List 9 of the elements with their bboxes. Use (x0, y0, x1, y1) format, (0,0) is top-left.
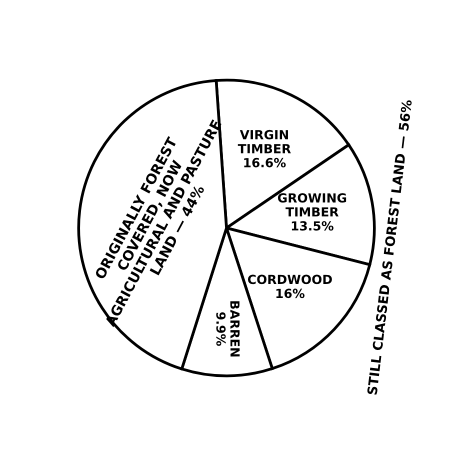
slice-label: BARREN (230, 301, 240, 356)
slice-label: GROWING TIMBER (278, 193, 346, 216)
data-label: 13.5% (292, 221, 334, 231)
data-label: 9.9% (216, 312, 226, 346)
text: STILL CLASSED AS FOREST LAND — 56% (366, 100, 412, 395)
slice-label: CORDWOOD (248, 274, 332, 284)
slice-label: VIRGIN TIMBER (238, 130, 291, 154)
data-label: 16% (276, 288, 305, 298)
data-label: 16.6% (244, 158, 286, 168)
